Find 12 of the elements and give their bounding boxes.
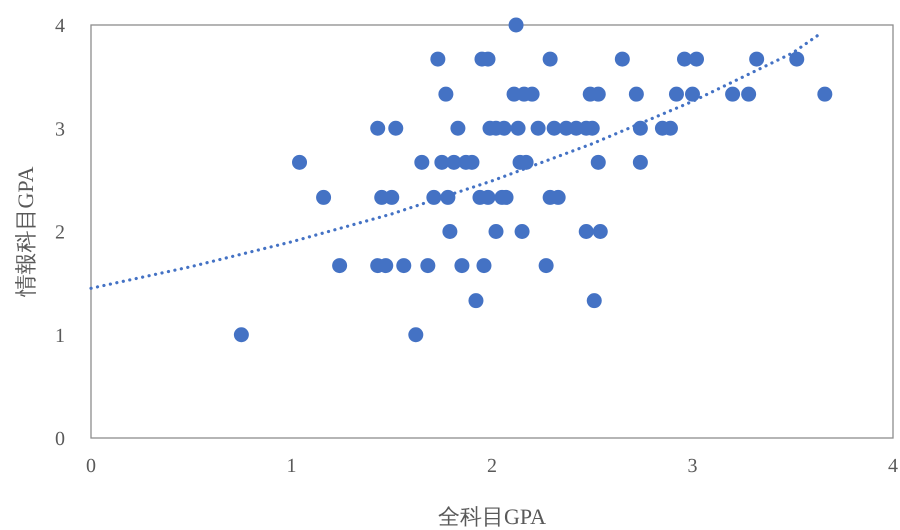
- x-axis-title: 全科目GPA: [438, 504, 546, 529]
- y-tick-label: 2: [55, 222, 65, 244]
- x-tick-label: 4: [888, 455, 898, 477]
- y-tick-label: 3: [55, 118, 65, 140]
- y-tick-label: 0: [55, 428, 65, 450]
- y-tick-label: 4: [55, 15, 65, 37]
- y-axis-title: 情報科目GPA: [13, 166, 38, 298]
- x-tick-label: 1: [286, 455, 296, 477]
- y-tick-label: 1: [55, 324, 65, 347]
- x-tick-label: 3: [688, 455, 698, 477]
- x-tick-label: 0: [86, 455, 96, 477]
- x-tick-label: 2: [487, 455, 497, 477]
